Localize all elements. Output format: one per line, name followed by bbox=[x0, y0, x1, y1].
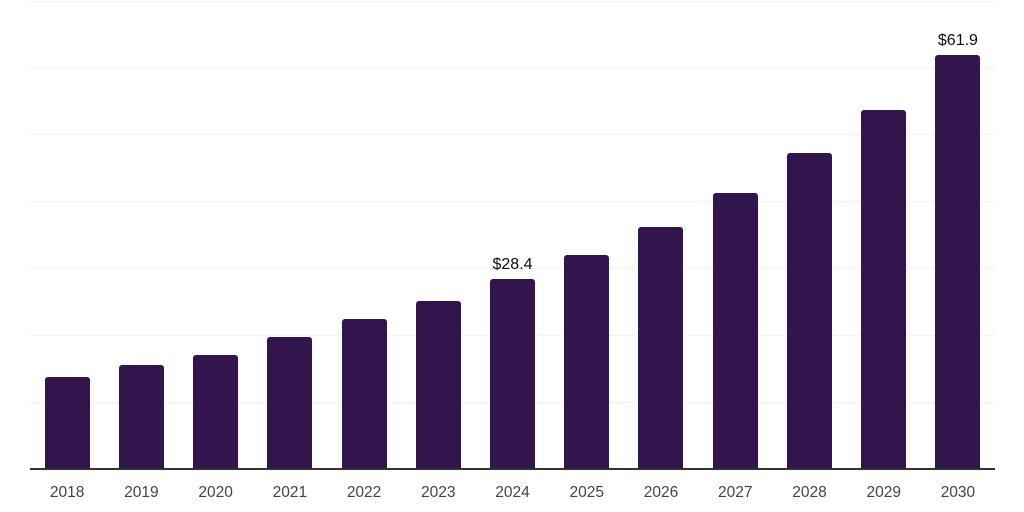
x-tick-2024: 2024 bbox=[495, 484, 530, 501]
x-tick-2028: 2028 bbox=[792, 484, 827, 501]
bar-column-2026 bbox=[624, 1, 698, 469]
x-axis-line bbox=[30, 468, 995, 470]
bar-2025 bbox=[564, 255, 610, 469]
x-tick-2023: 2023 bbox=[421, 484, 456, 501]
bar-2021 bbox=[267, 336, 313, 469]
x-tick-2018: 2018 bbox=[49, 484, 85, 501]
bar-column-2022 bbox=[327, 1, 401, 469]
data-label-2024: $28.4 bbox=[492, 256, 533, 274]
bar-2027 bbox=[712, 192, 758, 469]
bars: $28.4 $61.9 bbox=[30, 1, 995, 469]
bar-2028 bbox=[786, 153, 832, 469]
x-tick-2020: 2020 bbox=[198, 484, 233, 501]
bar-column-2027 bbox=[698, 1, 772, 469]
x-tick-2027: 2027 bbox=[717, 484, 753, 501]
x-axis-labels: 2018 2019 2020 2021 2022 2023 2024 2025 2026 2027… bbox=[30, 481, 995, 505]
plot-area: $28.4 $61.9 bbox=[30, 0, 995, 470]
bar-column-2021 bbox=[253, 1, 327, 469]
bar-column-2018 bbox=[30, 1, 104, 469]
x-tick-2025: 2025 bbox=[569, 484, 604, 501]
x-tick-2022: 2022 bbox=[346, 484, 382, 501]
bar-2023 bbox=[415, 301, 461, 469]
bar-2022 bbox=[341, 319, 387, 469]
x-tick-2030: 2030 bbox=[940, 484, 976, 501]
bar-column-2030: $61.9 bbox=[921, 1, 995, 469]
x-tick-2026: 2026 bbox=[643, 484, 679, 501]
bar-2029 bbox=[861, 109, 907, 469]
gridline-30 bbox=[30, 267, 995, 269]
x-tick-2029: 2029 bbox=[866, 484, 901, 501]
data-label-2030: $61.9 bbox=[937, 32, 978, 50]
bar-column-2028 bbox=[772, 1, 846, 469]
x-tick-2019: 2019 bbox=[124, 484, 159, 501]
bar-column-2024: $28.4 bbox=[475, 1, 549, 469]
bar-2024 bbox=[490, 279, 536, 469]
x-tick-2021: 2021 bbox=[272, 484, 308, 501]
bar-column-2025 bbox=[550, 1, 624, 469]
bar-2026 bbox=[638, 226, 684, 469]
bar-column-2020 bbox=[178, 1, 252, 469]
gridline-40 bbox=[30, 201, 995, 203]
bar-2030 bbox=[935, 55, 981, 469]
gridline-70 bbox=[30, 0, 995, 2]
bar-column-2029 bbox=[847, 1, 921, 469]
gridline-50 bbox=[30, 134, 995, 136]
bar-2018 bbox=[44, 376, 90, 469]
bar-2020 bbox=[193, 355, 239, 469]
bar-column-2023 bbox=[401, 1, 475, 469]
bar-2019 bbox=[118, 364, 164, 469]
bar-column-2019 bbox=[104, 1, 178, 469]
gridline-60 bbox=[30, 67, 995, 69]
